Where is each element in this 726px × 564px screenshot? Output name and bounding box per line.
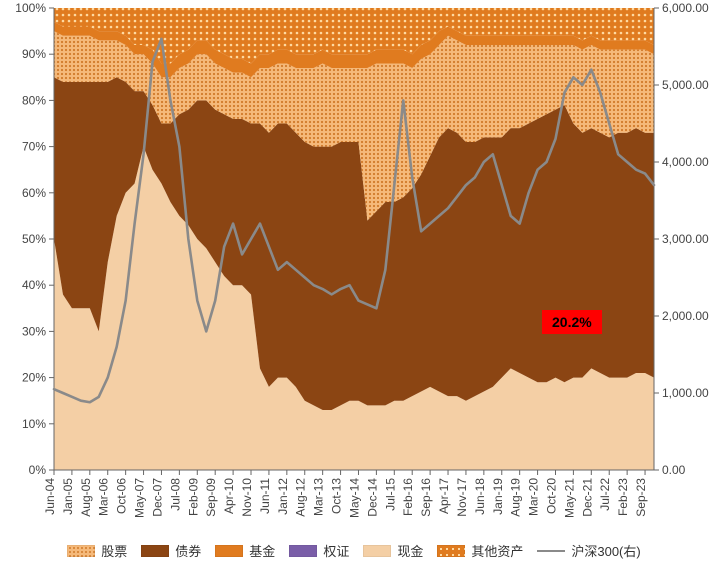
y-left-tick: 40% (22, 278, 46, 292)
y-right-tick: 4,000.00 (662, 155, 709, 169)
x-tick: Oct-06 (115, 478, 129, 514)
stacked-areas (54, 8, 654, 470)
legend-item-warrants: 权证 (289, 541, 349, 560)
x-tick: Aug-12 (294, 478, 308, 517)
y-right-tick: 2,000.00 (662, 309, 709, 323)
callout-badge: 20.2% (542, 310, 602, 334)
x-tick: Dec-21 (580, 478, 594, 517)
y-left-tick: 0% (29, 463, 47, 477)
x-tick: Feb-09 (186, 478, 200, 516)
legend-swatch (437, 545, 465, 557)
chart-svg: 0% 10% 20% 30% 40% 50% 60% 70% 80% 90% 100% 0.00 1,0… (0, 0, 726, 564)
x-tick: May-07 (133, 478, 147, 518)
legend-label: 沪深300(右) (571, 541, 640, 560)
y-right-tick: 0.00 (662, 463, 686, 477)
legend-item-csi300: 沪深300(右) (537, 541, 640, 560)
legend-label: 债券 (175, 541, 201, 560)
x-tick: Mar-20 (527, 478, 541, 516)
x-tick: Apr-17 (437, 478, 451, 514)
legend-label: 基金 (249, 541, 275, 560)
x-tick: Sep-23 (634, 478, 648, 517)
x-tick: Jul-22 (598, 478, 612, 511)
x-tick: Sep-09 (204, 478, 218, 517)
x-tick: Dec-14 (365, 478, 379, 517)
callout-text: 20.2% (552, 314, 592, 330)
x-tick: Mar-06 (97, 478, 111, 516)
y-left-tick: 60% (22, 186, 46, 200)
x-tick: Sep-16 (419, 478, 433, 517)
y-left-tick: 100% (15, 1, 46, 15)
x-tick: Aug-19 (509, 478, 523, 517)
legend-item-cash: 现金 (363, 541, 423, 560)
x-tick: May-21 (562, 478, 576, 518)
x-tick: Feb-23 (616, 478, 630, 516)
legend-item-stocks: 股票 (67, 541, 127, 560)
legend-swatch (141, 545, 169, 557)
y-left-tick: 30% (22, 324, 46, 338)
x-tick: Oct-20 (544, 478, 558, 514)
y-right-tick: 1,000.00 (662, 386, 709, 400)
x-tick: Feb-16 (401, 478, 415, 516)
x-tick: Apr-10 (222, 478, 236, 514)
legend-swatch (289, 545, 317, 557)
x-tick: May-14 (347, 478, 361, 518)
x-tick: Nov-17 (455, 478, 469, 517)
x-tick: Mar-13 (312, 478, 326, 516)
legend-label: 其他资产 (471, 541, 523, 560)
x-tick: Jun-18 (473, 478, 487, 515)
x-tick: Jan-12 (276, 478, 290, 515)
legend-label: 权证 (323, 541, 349, 560)
y-right-tick: 6,000.00 (662, 1, 709, 15)
x-tick: Jun-04 (43, 478, 57, 515)
y-right-tick: 5,000.00 (662, 78, 709, 92)
y-left-tick: 80% (22, 93, 46, 107)
y-left-tick: 70% (22, 140, 46, 154)
x-tick: Jan-05 (61, 478, 75, 515)
chart-container: 0% 10% 20% 30% 40% 50% 60% 70% 80% 90% 100% 0.00 1,0… (0, 0, 726, 564)
legend-label: 股票 (101, 541, 127, 560)
x-tick: Jun-11 (258, 478, 272, 514)
x-tick: Nov-10 (240, 478, 254, 517)
y-right-tick: 3,000.00 (662, 232, 709, 246)
x-tick: Oct-13 (330, 478, 344, 514)
x-tick: Aug-05 (79, 478, 93, 517)
legend-swatch (67, 545, 95, 557)
x-tick: Jan-19 (491, 478, 505, 515)
y-left-tick: 50% (22, 232, 46, 246)
legend: 股票 债券 基金 权证 现金 其他资产 沪深300(右) (54, 541, 654, 560)
x-tick: Dec-07 (150, 478, 164, 517)
legend-swatch (215, 545, 243, 557)
legend-swatch-line (537, 550, 565, 552)
legend-item-bonds: 债券 (141, 541, 201, 560)
legend-item-funds: 基金 (215, 541, 275, 560)
legend-item-other: 其他资产 (437, 541, 523, 560)
x-tick: Jul-15 (383, 478, 397, 511)
y-left-tick: 90% (22, 47, 46, 61)
legend-label: 现金 (397, 541, 423, 560)
legend-swatch (363, 545, 391, 557)
x-tick: Jul-08 (168, 478, 182, 511)
y-left-tick: 20% (22, 371, 46, 385)
y-left-tick: 10% (22, 417, 46, 431)
